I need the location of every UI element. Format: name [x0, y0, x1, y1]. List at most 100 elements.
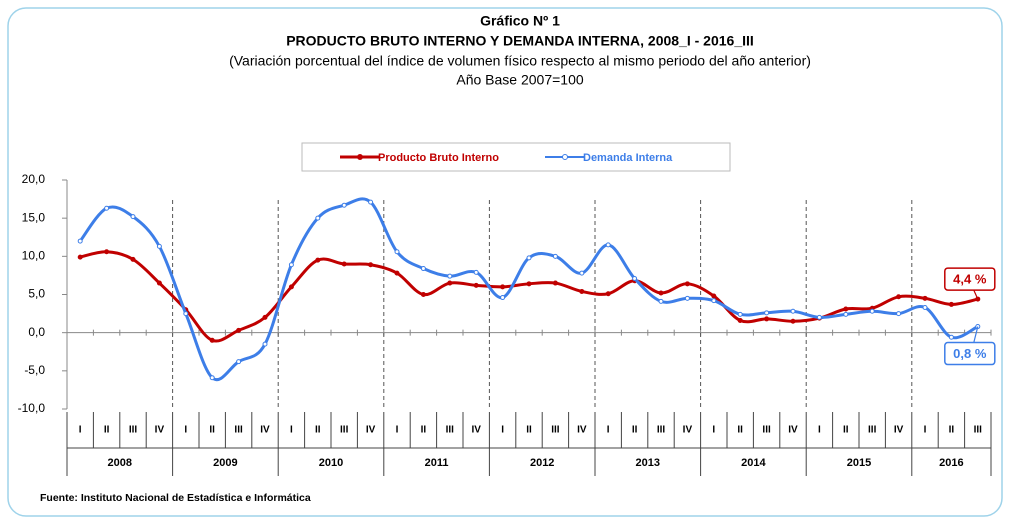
x-tick-label: I	[818, 425, 821, 436]
year-label: 2008	[108, 457, 132, 469]
point	[394, 249, 400, 255]
annotation-box	[944, 341, 996, 366]
point	[605, 291, 611, 297]
point	[447, 273, 453, 279]
y-tick-label: 20,0	[22, 172, 46, 186]
point	[236, 359, 242, 365]
series-line	[78, 197, 979, 382]
x-tick-label: II	[315, 425, 321, 436]
x-tick-label: III	[974, 425, 983, 436]
legend-label: Producto Bruto Interno	[378, 152, 499, 164]
point	[473, 282, 479, 288]
point	[104, 205, 110, 211]
point	[500, 284, 506, 290]
point	[790, 318, 796, 324]
point	[262, 314, 268, 320]
point	[288, 284, 294, 290]
x-tick-label: III	[551, 425, 560, 436]
point	[922, 295, 928, 301]
x-tick-label: II	[737, 425, 743, 436]
x-tick-label: IV	[471, 425, 481, 436]
x-tick-label: II	[421, 425, 427, 436]
point	[711, 298, 717, 304]
point	[77, 238, 83, 244]
point	[315, 215, 321, 221]
x-tick-label: I	[184, 425, 187, 436]
source: Fuente: Instituto Nacional de Estadístic…	[40, 492, 311, 504]
point	[684, 281, 690, 287]
point	[341, 261, 347, 267]
x-tick-label: III	[446, 425, 455, 436]
chart-description: (Variación porcentual del índice de volu…	[229, 53, 811, 69]
x-tick-label: IV	[577, 425, 587, 436]
point	[288, 262, 294, 268]
year-label: 2012	[530, 457, 554, 469]
x-tick-label: II	[209, 425, 215, 436]
x-tick-label: I	[79, 425, 82, 436]
x-tick-label: I	[290, 425, 293, 436]
point	[658, 298, 664, 304]
point	[315, 257, 321, 263]
point	[896, 294, 902, 300]
x-tick-label: IV	[894, 425, 904, 436]
point	[130, 256, 136, 262]
point	[790, 308, 796, 314]
x-tick-label: IV	[788, 425, 798, 436]
point	[843, 306, 849, 312]
x-tick-label: I	[712, 425, 715, 436]
annotation-pointer	[973, 289, 979, 300]
x-tick-label: II	[949, 425, 955, 436]
x-tick-label: IV	[683, 425, 693, 436]
point	[341, 202, 347, 208]
x-tick-label: II	[632, 425, 638, 436]
y-tick-label: 5,0	[28, 287, 45, 301]
year-label: 2016	[939, 457, 963, 469]
x-tick-label: III	[762, 425, 771, 436]
point	[209, 337, 215, 343]
y-tick-label: -5,0	[24, 363, 45, 377]
chart-subtitle: PRODUCTO BRUTO INTERNO Y DEMANDA INTERNA…	[286, 33, 754, 49]
point	[526, 255, 532, 261]
year-label: 2014	[741, 457, 766, 469]
point	[737, 311, 743, 317]
point	[737, 317, 743, 323]
point	[764, 316, 770, 322]
point	[632, 275, 638, 281]
point	[500, 295, 506, 301]
point	[473, 269, 479, 275]
point	[843, 311, 849, 317]
x-tick-label: I	[396, 425, 399, 436]
y-tick-label: 0,0	[28, 325, 45, 339]
x-tick-label: III	[340, 425, 349, 436]
point	[922, 304, 928, 310]
point	[948, 334, 954, 340]
year-label: 2011	[425, 457, 449, 469]
y-tick-label: 10,0	[22, 249, 46, 263]
chart-base: Año Base 2007=100	[456, 72, 583, 88]
point	[579, 270, 585, 276]
annotation-pointer	[973, 326, 979, 343]
year-label: 2010	[319, 457, 343, 469]
annotation-box	[944, 267, 996, 291]
point	[526, 281, 532, 287]
point	[130, 214, 136, 220]
point	[368, 262, 374, 268]
point	[156, 280, 162, 286]
frame	[7, 7, 1003, 517]
x-tick-label: I	[501, 425, 504, 436]
point	[711, 293, 717, 299]
point	[420, 292, 426, 297]
x-tick-label: IV	[366, 425, 376, 436]
point	[394, 270, 400, 276]
y-tick-label: -10,0	[18, 401, 46, 415]
year-label: 2015	[847, 457, 871, 469]
x-tick-label: I	[607, 425, 610, 436]
point	[552, 280, 558, 286]
annotation: 4,4 %	[953, 272, 987, 287]
point	[77, 254, 83, 260]
chart-title: Gráfico Nº 1	[480, 13, 560, 29]
point	[262, 341, 268, 347]
point	[552, 253, 558, 259]
